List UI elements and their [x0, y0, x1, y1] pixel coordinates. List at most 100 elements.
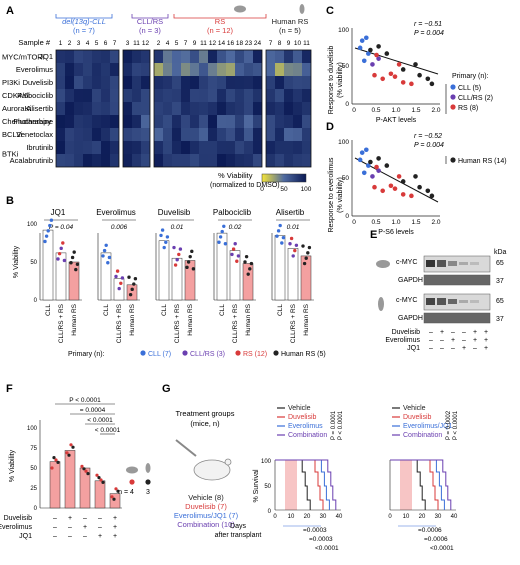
xcat-label: CLL: [45, 304, 52, 316]
data-point: [289, 236, 294, 241]
heatmap-cell: [92, 76, 101, 89]
data-point: [177, 252, 181, 257]
treatment-sign: +: [440, 329, 444, 336]
heatmap-cell: [284, 102, 293, 115]
xtick: 30: [435, 514, 442, 520]
data-point: [70, 255, 75, 260]
heatmap-cell: [217, 102, 226, 115]
data-point: [235, 259, 239, 263]
data-point: [294, 243, 299, 247]
panelE-blots: kDa c-MYC 65 GAPDH 37 c-MYC 65 GAPDH 37: [376, 249, 507, 324]
survival-curve: [390, 459, 439, 510]
scatter-point: [413, 62, 418, 67]
heatmap-cell: [163, 76, 172, 89]
legend-item: RS (12): [243, 351, 267, 358]
heatmap-cell: [302, 154, 311, 167]
heatmap-cell: [83, 89, 92, 102]
heatmap-cell: [65, 89, 74, 102]
xcat-label: Human RS: [303, 303, 310, 335]
data-point: [101, 480, 105, 484]
group-n-humanrs: (n = 5): [279, 26, 301, 35]
heatmap-cell: [217, 76, 226, 89]
legend-label: Combination: [288, 432, 327, 439]
xtick: 0.5: [371, 219, 380, 226]
heatmap-cell: [163, 63, 172, 76]
p-value: <0.0001: [430, 545, 454, 552]
data-point: [114, 274, 118, 279]
data-point: [101, 254, 105, 258]
heatmap-cell: [83, 63, 92, 76]
heatmap-cell: [235, 115, 244, 128]
xtick: 1.0: [391, 107, 400, 114]
heatmap-cell: [74, 128, 83, 141]
heatmap-cell: [244, 76, 253, 89]
blot-row-label: c-MYC: [396, 259, 417, 266]
treatment-sign: +: [484, 337, 488, 344]
sample-number: 24: [254, 40, 262, 47]
xlabel-d: P-S6 levels: [378, 229, 414, 236]
heatmap-cell: [56, 154, 65, 167]
heatmap-cell: [235, 154, 244, 167]
data-point: [82, 467, 86, 471]
scatter-point: [370, 62, 375, 67]
heatmap-cell: [199, 50, 208, 63]
data-point: [115, 269, 120, 273]
mouse-icon: [376, 260, 390, 268]
data-point: [160, 228, 165, 232]
heatmap-cell: [132, 76, 141, 89]
survival-curve: [390, 459, 426, 510]
data-point: [80, 464, 84, 468]
scatter-point: [366, 51, 371, 56]
groups-sub: (mice, n): [190, 419, 220, 428]
heatmap-cell: [253, 63, 262, 76]
heatmap-cell: [235, 141, 244, 154]
cd-legend: Primary (n): CLL (5) CLL/RS (2) RS (8) H…: [445, 73, 507, 165]
data-point: [302, 261, 307, 266]
heatmap-cell: [92, 50, 101, 63]
heatmap-cell: [56, 102, 65, 115]
heatmap-cell: [235, 76, 244, 89]
ytick: 75: [30, 446, 37, 452]
xtick: 10: [288, 514, 295, 520]
ylabel-c: Response to duvelisib: [328, 46, 335, 115]
panel-label-b: B: [6, 195, 14, 207]
heatmap-cell: [199, 102, 208, 115]
scatter-point: [357, 45, 363, 51]
heatmap-cell: [208, 115, 217, 128]
scatter-point: [425, 188, 431, 194]
heatmap-cell: [163, 115, 172, 128]
data-point: [217, 240, 221, 244]
heatmap-cell: [217, 128, 226, 141]
ytick: 100: [338, 27, 349, 34]
heatmap-cell: [208, 63, 217, 76]
ylabel-b: % Viability: [13, 245, 20, 278]
heatmap-cell: [123, 76, 132, 89]
scatter-point: [400, 179, 406, 184]
heatmap-cell: [275, 76, 284, 89]
heatmap-cell: [244, 50, 253, 63]
subplot-title: JQ1: [51, 208, 66, 217]
heatmap-cell: [244, 115, 253, 128]
panel-label-d: D: [326, 121, 334, 133]
heatmap-block: [153, 49, 263, 168]
treatment-sign: +: [113, 515, 117, 522]
scatter-point: [372, 72, 377, 78]
heatmap-cell: [275, 141, 284, 154]
mouse-icon: [193, 459, 231, 481]
scatter-point: [374, 52, 379, 58]
colorbar-title: % Viability: [218, 171, 253, 180]
heatmap-cell: [123, 63, 132, 76]
sample-number: 11: [303, 40, 310, 47]
p-value: P = 0.0001: [331, 410, 337, 440]
p-value-c: P = 0.004: [414, 30, 444, 37]
heatmap-cell: [132, 102, 141, 115]
heatmap-cell: [65, 102, 74, 115]
heatmap-cell: [65, 154, 74, 167]
sample-number: 7: [184, 40, 188, 47]
heatmap-cell: [199, 115, 208, 128]
heatmap-cell: [293, 50, 302, 63]
heatmap-cell: [132, 141, 141, 154]
heatmap-cell: [190, 102, 199, 115]
heatmap-cell: [92, 63, 101, 76]
heatmap-cell: [56, 76, 65, 89]
